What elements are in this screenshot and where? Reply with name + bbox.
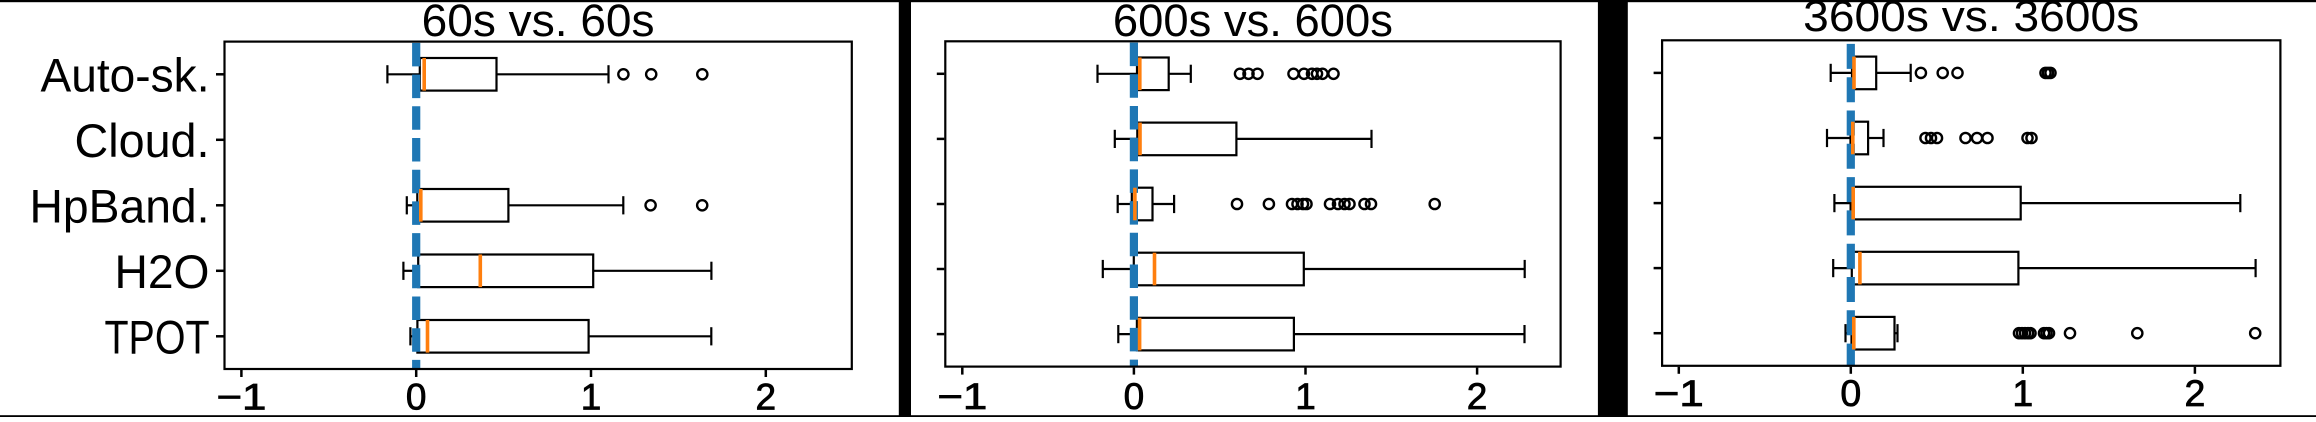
svg-text:60s vs. 60s: 60s vs. 60s [422, 0, 655, 46]
svg-text:Cloud.: Cloud. [75, 114, 210, 167]
svg-text:HpBand.: HpBand. [30, 180, 210, 233]
svg-text:H2O: H2O [115, 245, 210, 298]
svg-text:2: 2 [1467, 376, 1488, 417]
svg-text:1: 1 [2012, 372, 2033, 414]
svg-text:−1: −1 [216, 376, 266, 417]
svg-text:0: 0 [1840, 372, 1861, 414]
svg-text:2: 2 [756, 376, 777, 417]
svg-text:TPOT: TPOT [105, 311, 210, 364]
svg-text:0: 0 [406, 376, 427, 417]
svg-text:2: 2 [2184, 372, 2205, 414]
svg-text:3600s vs. 3600s: 3600s vs. 3600s [1803, 0, 2139, 41]
svg-text:−1: −1 [1654, 372, 1704, 414]
svg-text:0: 0 [1124, 376, 1145, 417]
svg-text:1: 1 [1295, 376, 1316, 417]
svg-text:1: 1 [581, 376, 602, 417]
svg-text:600s vs. 600s: 600s vs. 600s [1113, 0, 1393, 46]
svg-text:−1: −1 [937, 376, 987, 417]
svg-text:Auto-sk.: Auto-sk. [41, 49, 210, 102]
